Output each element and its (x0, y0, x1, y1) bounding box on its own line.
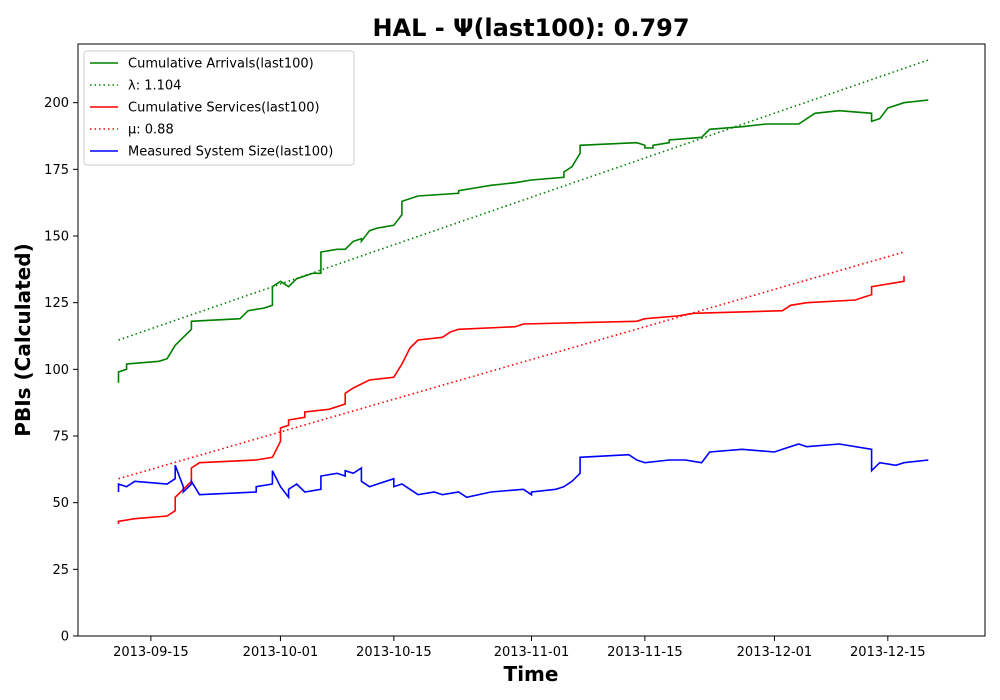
x-axis-label: Time (504, 662, 559, 686)
x-tick-label: 2013-11-15 (607, 645, 683, 660)
x-tick-label: 2013-12-15 (850, 645, 926, 660)
y-tick-label: 150 (44, 230, 69, 245)
y-tick-label: 200 (44, 96, 69, 111)
y-tick-label: 125 (44, 296, 69, 311)
x-tick-label: 2013-09-15 (113, 645, 189, 660)
legend-label-4: Measured System Size(last100) (128, 145, 333, 160)
x-tick-label: 2013-11-01 (494, 645, 570, 660)
x-tick-label: 2013-12-01 (737, 645, 813, 660)
series-line-1 (118, 59, 929, 341)
y-tick-label: 75 (52, 430, 69, 445)
y-axis: 0 25 50 75 100 125 150 175 200 (44, 96, 78, 645)
y-tick-label: 0 (61, 630, 69, 645)
legend: Cumulative Arrivals(last100) λ: 1.104 Cumu… (83, 50, 355, 166)
legend-label-3: μ: 0.88 (128, 123, 174, 138)
x-tick-label: 2013-10-01 (243, 645, 319, 660)
series-line-4 (117, 443, 929, 500)
y-tick-label: 100 (44, 363, 69, 378)
series-line-0 (117, 99, 929, 383)
legend-label-0: Cumulative Arrivals(last100) (128, 57, 314, 72)
legend-label-2: Cumulative Services(last100) (128, 101, 320, 116)
chart-title: HAL - Ψ(last100): 0.797 (372, 14, 689, 42)
x-tick-label: 2013-10-15 (356, 645, 432, 660)
y-tick-label: 175 (44, 163, 69, 178)
series-line-2 (117, 276, 905, 524)
y-axis-label: PBIs (Calculated) (11, 243, 35, 436)
series-line-3 (118, 251, 905, 480)
y-tick-label: 50 (52, 496, 69, 511)
legend-box (83, 50, 355, 166)
legend-label-1: λ: 1.104 (128, 79, 181, 94)
x-axis: 2013-09-15 2013-10-01 2013-10-15 2013-11-01… (113, 636, 926, 660)
y-tick-label: 25 (52, 563, 69, 578)
